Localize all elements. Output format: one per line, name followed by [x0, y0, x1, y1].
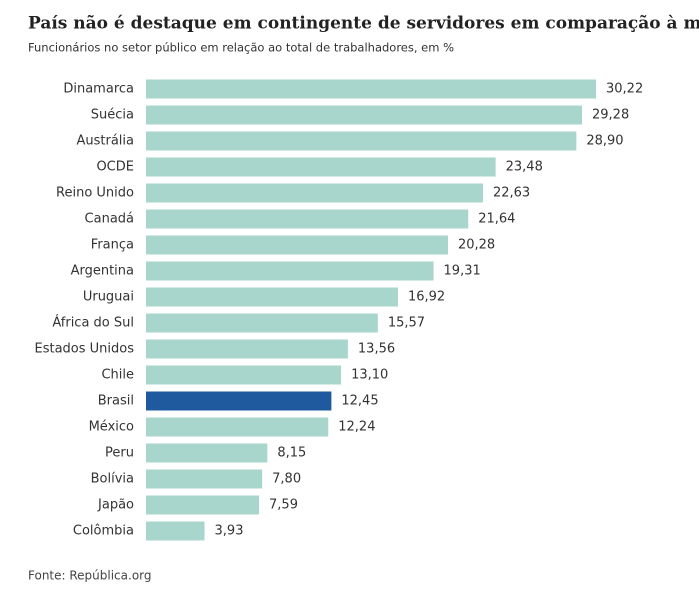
value-label: 29,28 — [592, 108, 629, 123]
value-label: 15,57 — [388, 316, 425, 331]
category-label: Canadá — [85, 212, 134, 227]
category-label: Chile — [101, 368, 134, 383]
category-label: França — [91, 238, 134, 253]
category-label: Argentina — [71, 264, 134, 279]
category-label: Peru — [105, 446, 134, 461]
chart-subtitle: Funcionários no setor público em relação… — [28, 41, 454, 55]
value-label: 21,64 — [478, 212, 515, 227]
bar — [146, 443, 268, 463]
bar — [146, 157, 496, 177]
category-label: OCDE — [96, 160, 134, 175]
bar — [146, 235, 448, 255]
value-label: 7,80 — [272, 472, 301, 487]
value-label: 19,31 — [444, 264, 481, 279]
bar — [146, 183, 483, 203]
category-label: México — [89, 420, 134, 435]
value-label: 3,93 — [215, 524, 244, 539]
value-label: 16,92 — [408, 290, 445, 305]
value-label: 22,63 — [493, 186, 530, 201]
source: Fonte: República.org — [28, 569, 152, 583]
bar — [146, 131, 577, 151]
category-label: Reino Unido — [56, 186, 134, 201]
bar — [146, 209, 469, 229]
value-label: 30,22 — [606, 82, 643, 97]
bar — [146, 365, 342, 385]
value-label: 12,24 — [338, 420, 375, 435]
bar — [146, 339, 348, 359]
category-label: África do Sul — [52, 315, 134, 331]
category-label: Estados Unidos — [34, 342, 134, 357]
bar — [146, 495, 260, 515]
bar — [146, 417, 329, 437]
category-label: Dinamarca — [63, 82, 134, 97]
category-label: Suécia — [91, 108, 134, 123]
value-label: 23,48 — [506, 160, 543, 175]
category-label: Brasil — [98, 394, 134, 409]
value-label: 8,15 — [277, 446, 306, 461]
value-label: 12,45 — [341, 394, 378, 409]
bar — [146, 391, 332, 411]
category-label: Uruguai — [83, 290, 134, 305]
bar — [146, 105, 583, 125]
category-label: Austrália — [76, 134, 134, 149]
value-label: 7,59 — [269, 498, 298, 513]
bar — [146, 287, 398, 307]
value-label: 28,90 — [586, 134, 623, 149]
value-label: 13,56 — [358, 342, 395, 357]
category-label: Bolívia — [91, 472, 134, 487]
bar — [146, 521, 205, 541]
bar — [146, 79, 596, 99]
bar — [146, 313, 378, 333]
value-label: 20,28 — [458, 238, 495, 253]
category-label: Colômbia — [73, 524, 134, 539]
bar — [146, 261, 434, 281]
chart-title: País não é destaque em contingente de se… — [28, 14, 699, 34]
bar — [146, 469, 263, 489]
value-label: 13,10 — [351, 368, 388, 383]
category-label: Japão — [97, 498, 134, 513]
